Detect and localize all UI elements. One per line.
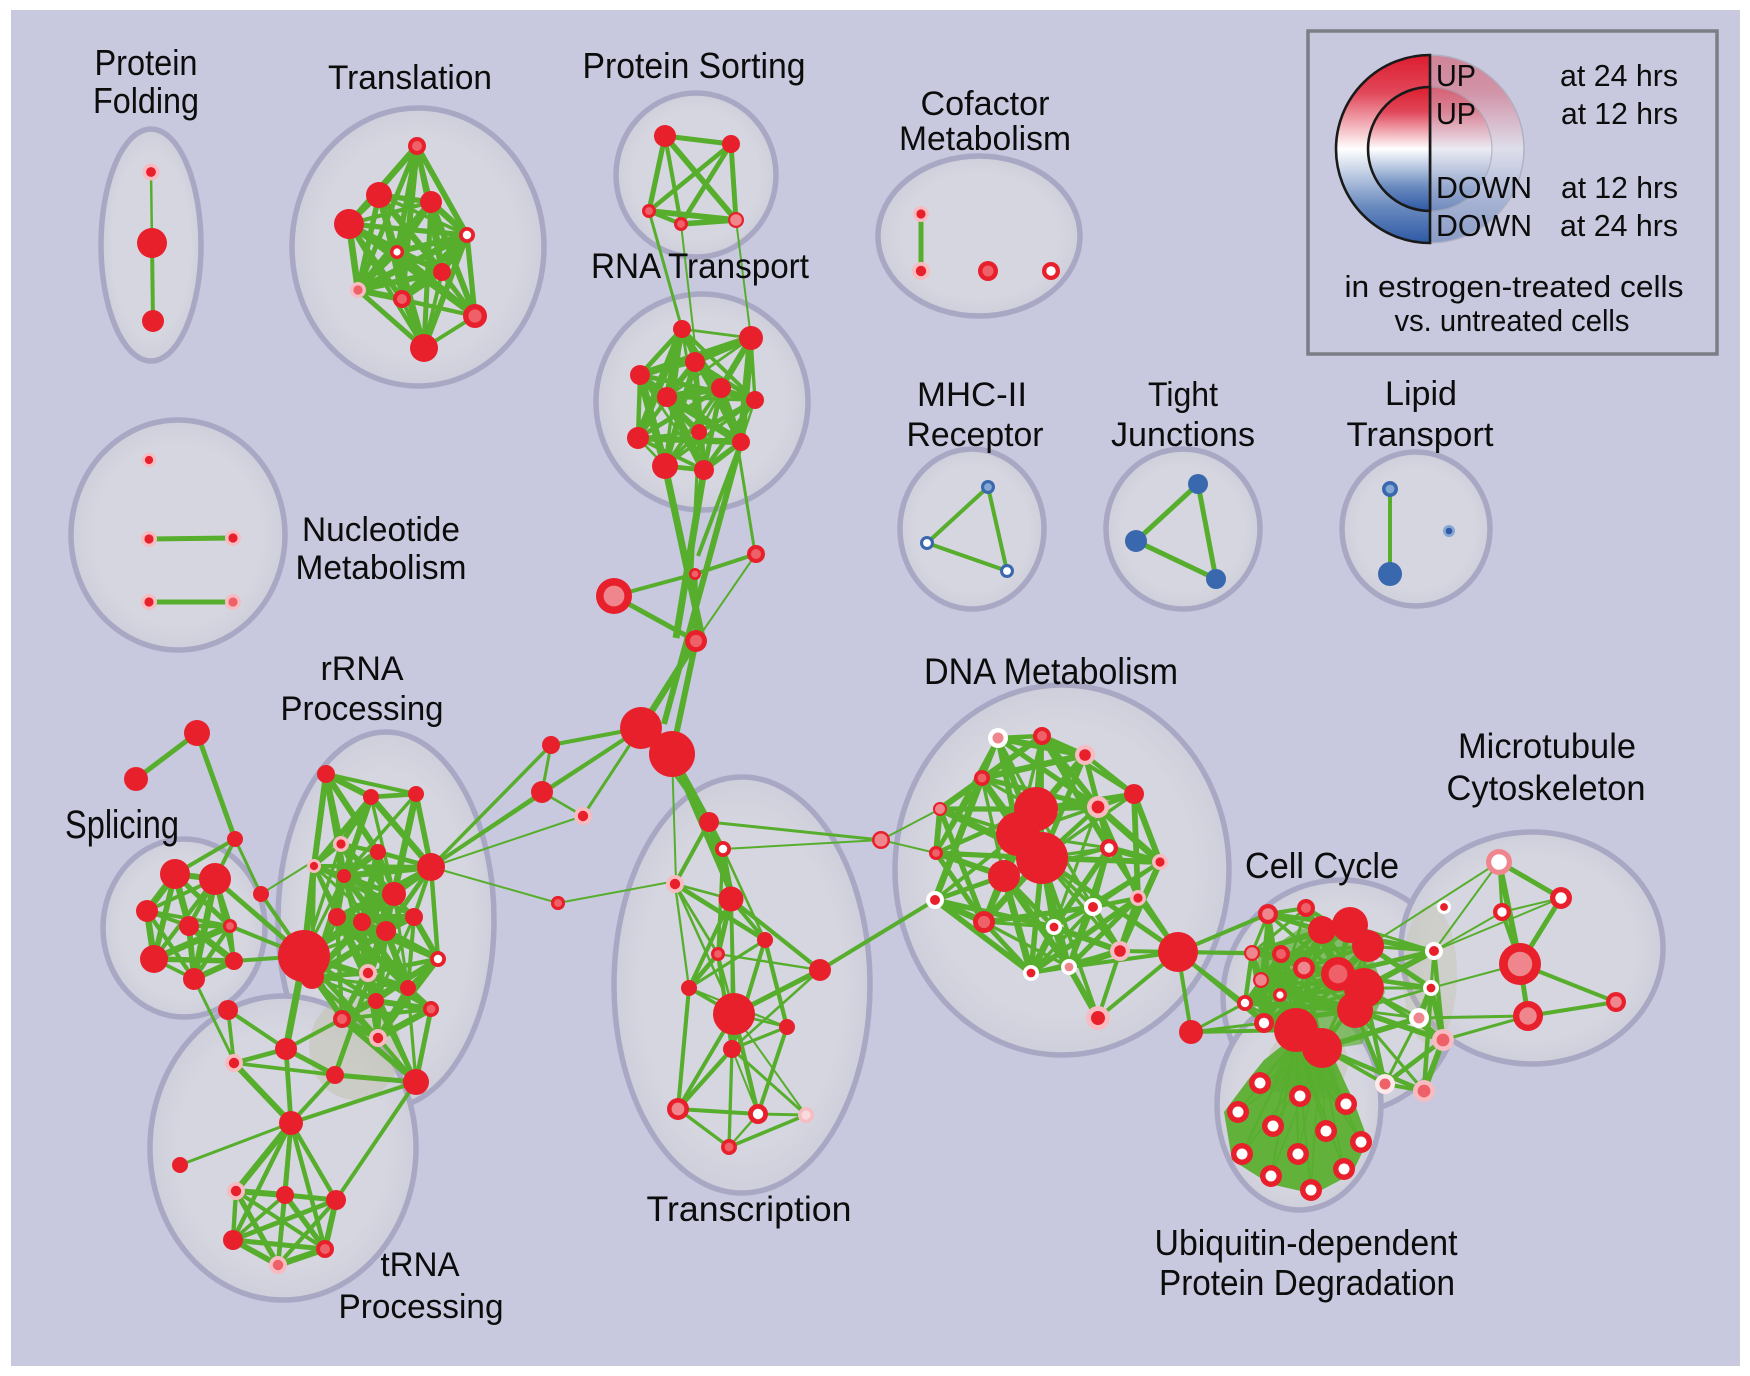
svg-text:Processing: Processing xyxy=(281,690,444,728)
svg-text:Processing: Processing xyxy=(339,1288,504,1326)
svg-text:Cytoskeleton: Cytoskeleton xyxy=(1447,769,1646,808)
svg-text:vs. untreated cells: vs. untreated cells xyxy=(1395,303,1630,338)
svg-text:rRNA: rRNA xyxy=(321,650,404,688)
svg-text:Metabolism: Metabolism xyxy=(296,549,467,587)
svg-text:Cell Cycle: Cell Cycle xyxy=(1245,845,1399,886)
svg-text:Protein: Protein xyxy=(95,42,198,83)
svg-text:DOWN: DOWN xyxy=(1436,170,1532,205)
svg-text:Splicing: Splicing xyxy=(65,803,179,847)
svg-text:at 12 hrs: at 12 hrs xyxy=(1561,96,1678,131)
svg-text:Receptor: Receptor xyxy=(907,416,1044,454)
svg-text:Protein Sorting: Protein Sorting xyxy=(583,45,806,86)
svg-text:at 24 hrs: at 24 hrs xyxy=(1560,58,1678,93)
svg-text:at 24 hrs: at 24 hrs xyxy=(1560,208,1678,243)
svg-text:in estrogen-treated cells: in estrogen-treated cells xyxy=(1345,269,1684,304)
svg-text:Nucleotide: Nucleotide xyxy=(302,511,460,549)
svg-text:Metabolism: Metabolism xyxy=(899,120,1071,158)
svg-text:Folding: Folding xyxy=(93,80,199,121)
svg-text:MHC-II: MHC-II xyxy=(917,376,1027,414)
svg-text:UP: UP xyxy=(1436,58,1476,93)
svg-text:at 12 hrs: at 12 hrs xyxy=(1561,170,1678,205)
svg-text:UP: UP xyxy=(1436,96,1476,131)
svg-text:Translation: Translation xyxy=(328,59,492,97)
svg-text:Lipid: Lipid xyxy=(1385,375,1457,413)
svg-text:Transcription: Transcription xyxy=(647,1190,852,1229)
svg-text:Transport: Transport xyxy=(1347,416,1495,454)
svg-text:Ubiquitin-dependent: Ubiquitin-dependent xyxy=(1155,1222,1458,1263)
svg-text:RNA Transport: RNA Transport xyxy=(591,247,809,286)
svg-text:tRNA: tRNA xyxy=(381,1246,460,1284)
svg-text:DNA Metabolism: DNA Metabolism xyxy=(924,651,1178,692)
svg-text:Microtubule: Microtubule xyxy=(1458,727,1636,766)
svg-text:Tight: Tight xyxy=(1148,376,1219,414)
svg-text:DOWN: DOWN xyxy=(1436,208,1532,243)
svg-text:Junctions: Junctions xyxy=(1111,416,1255,454)
svg-text:Protein Degradation: Protein Degradation xyxy=(1159,1262,1455,1303)
svg-text:Cofactor: Cofactor xyxy=(921,85,1050,123)
